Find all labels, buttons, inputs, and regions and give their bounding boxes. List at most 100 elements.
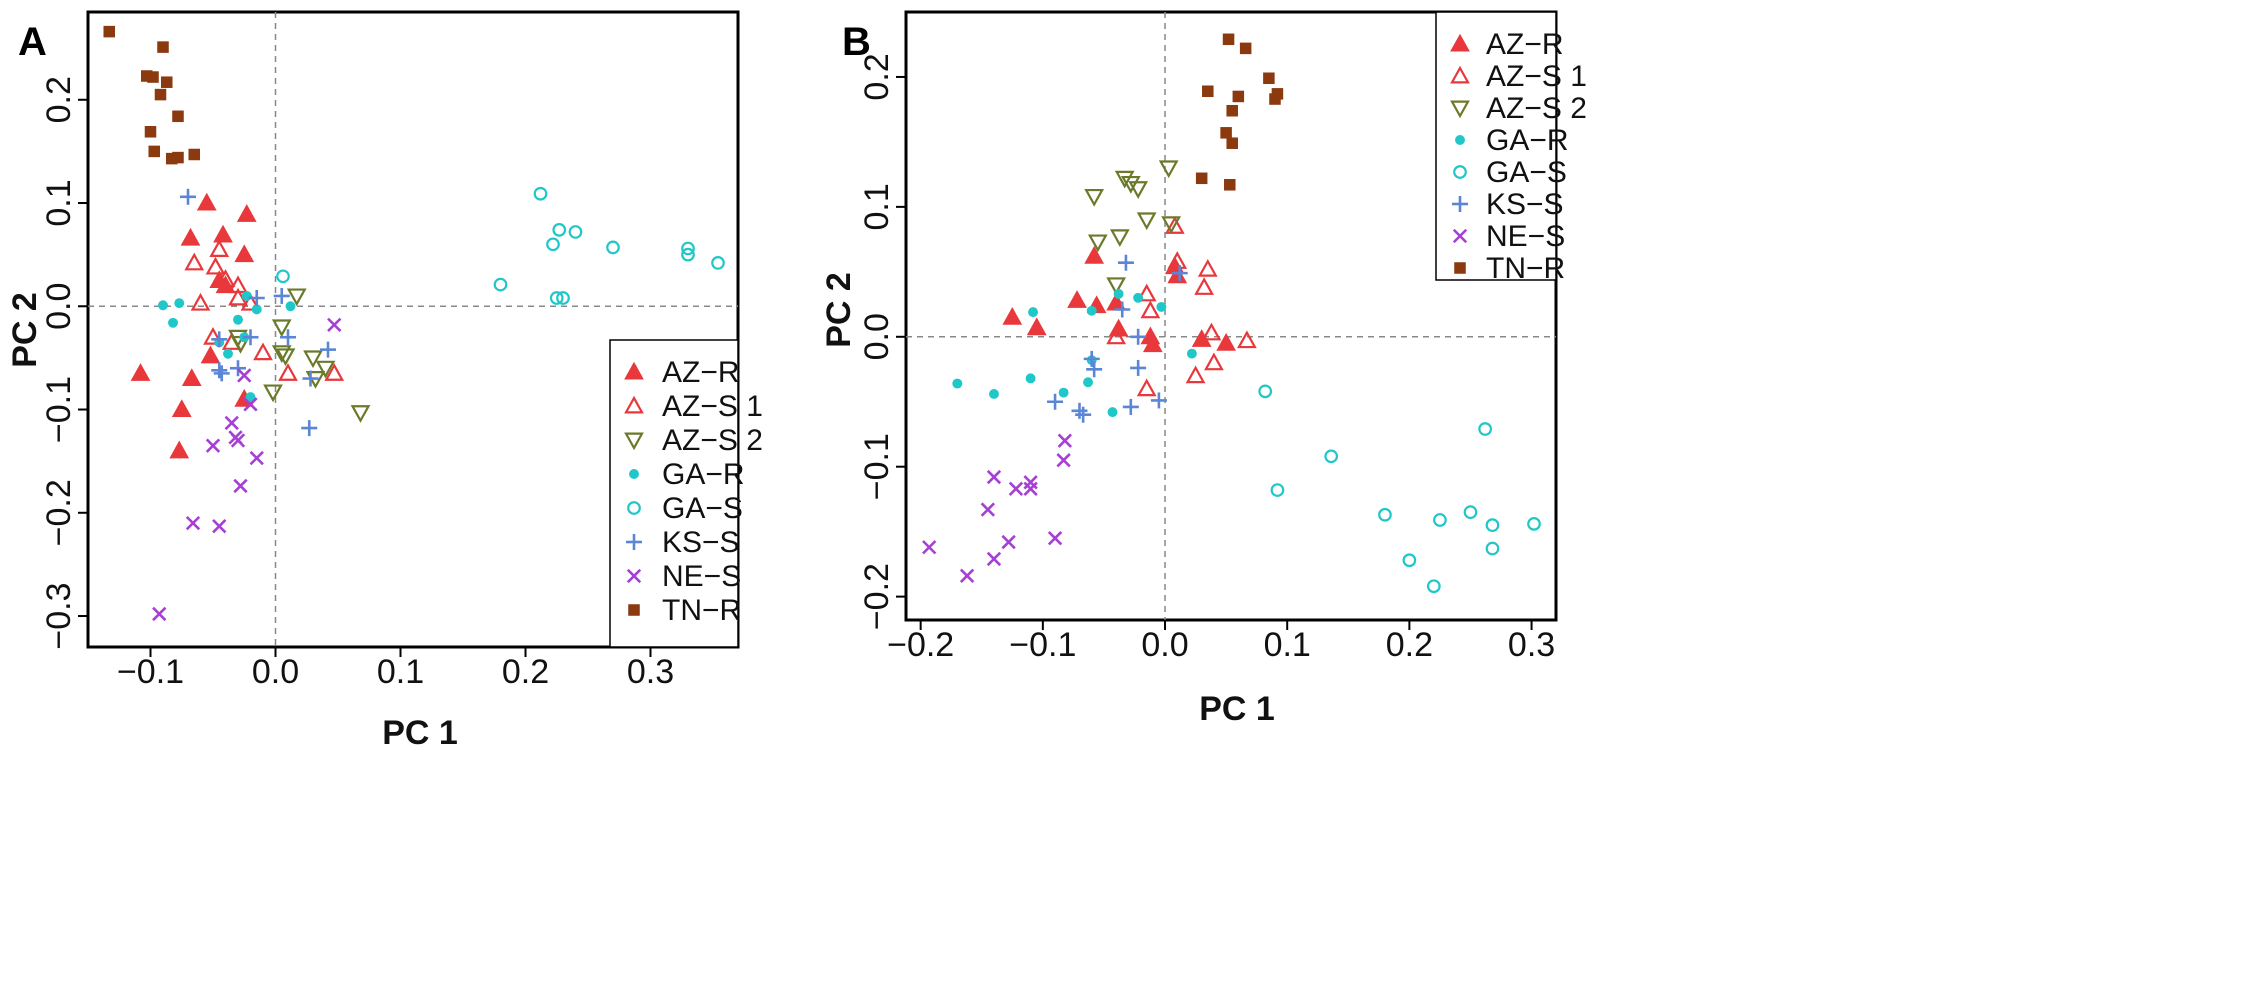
legend-label-ks-s: KS−S bbox=[1486, 188, 1564, 221]
point-ks-s bbox=[1047, 393, 1064, 410]
point-ga-r bbox=[1028, 307, 1039, 318]
point-tn-r bbox=[1220, 127, 1232, 139]
point-ga-s bbox=[1433, 513, 1447, 527]
x-tick-label: 0.1 bbox=[377, 653, 424, 691]
point-ga-s bbox=[1485, 541, 1500, 556]
point-ga-s bbox=[606, 240, 620, 255]
point-az-s1 bbox=[1201, 322, 1222, 341]
legend-label-az-r: AZ−R bbox=[662, 356, 740, 389]
point-az-s2 bbox=[1084, 188, 1105, 207]
point-ga-r bbox=[1156, 301, 1167, 312]
point-ne-s bbox=[237, 368, 252, 383]
point-tn-r bbox=[140, 70, 153, 82]
y-tick-label: 0.2 bbox=[40, 76, 78, 123]
legend-item-az-s2: AZ−S 2 bbox=[1450, 92, 1587, 125]
y-tick-label: −0.1 bbox=[40, 376, 78, 443]
point-ne-s bbox=[327, 317, 342, 333]
point-az-r bbox=[169, 440, 190, 459]
legend-item-ga-s: GA−S bbox=[1453, 156, 1567, 189]
point-az-s1 bbox=[324, 363, 345, 381]
x-tick-label: 0.3 bbox=[1508, 626, 1555, 664]
point-az-s2 bbox=[263, 384, 283, 403]
point-az-s2 bbox=[350, 405, 371, 423]
point-ne-s bbox=[249, 450, 264, 466]
point-ks-s bbox=[1130, 359, 1147, 376]
point-az-s1 bbox=[1164, 216, 1185, 234]
point-az-s1 bbox=[203, 326, 223, 345]
point-az-s2 bbox=[1114, 170, 1135, 189]
point-az-r bbox=[234, 244, 255, 263]
point-ks-s bbox=[273, 287, 290, 304]
point-ne-s bbox=[1023, 481, 1038, 496]
legend-label-ga-s: GA−S bbox=[1486, 156, 1567, 189]
point-ks-s bbox=[248, 290, 265, 307]
point-tn-r bbox=[103, 25, 116, 38]
point-ne-s bbox=[986, 551, 1002, 567]
y-tick-label: 0.0 bbox=[858, 313, 896, 360]
point-ga-r bbox=[174, 298, 185, 309]
point-az-s1 bbox=[1136, 378, 1157, 397]
point-ne-s bbox=[1001, 534, 1016, 550]
point-tn-r bbox=[1239, 42, 1252, 55]
point-tn-r bbox=[154, 88, 167, 101]
point-ne-s bbox=[1056, 453, 1071, 468]
legend-marker-az-s1 bbox=[1450, 65, 1470, 84]
legend-item-az-s2: AZ−S 2 bbox=[624, 424, 763, 457]
legend-marker-ks-s bbox=[1452, 196, 1468, 212]
point-az-s1 bbox=[209, 239, 230, 257]
point-az-r bbox=[1084, 245, 1105, 264]
point-ga-s bbox=[533, 186, 548, 201]
legend-item-ga-r: GA−R bbox=[629, 458, 745, 491]
point-ks-s bbox=[1114, 301, 1131, 318]
point-ks-s bbox=[1083, 350, 1100, 367]
y-tick-label: 0.2 bbox=[858, 53, 896, 100]
point-az-s1 bbox=[1185, 365, 1206, 384]
point-ne-s bbox=[233, 478, 248, 494]
point-az-r bbox=[200, 345, 221, 364]
point-ks-s bbox=[1117, 254, 1134, 271]
point-az-s2 bbox=[315, 360, 336, 379]
point-ga-r bbox=[1107, 407, 1118, 418]
legend-label-az-r: AZ−R bbox=[1486, 28, 1564, 61]
panel-a: A PC 1 PC 2 −0.1 0.0 0.1 0.2 0.3−0.3−0.2−0.1… bbox=[6, 10, 763, 752]
point-az-s2 bbox=[271, 345, 292, 363]
point-ne-s bbox=[212, 519, 227, 534]
legend-label-ga-r: GA−R bbox=[1486, 124, 1569, 157]
point-ga-r bbox=[158, 300, 168, 311]
point-ga-r bbox=[241, 290, 252, 301]
point-ks-s bbox=[1086, 361, 1103, 378]
point-az-s1 bbox=[215, 269, 236, 287]
point-ne-s bbox=[224, 415, 239, 431]
point-az-s2 bbox=[286, 288, 307, 307]
point-ga-s bbox=[681, 247, 695, 262]
legend-label-ga-s: GA−S bbox=[662, 492, 743, 525]
panel-b-points bbox=[922, 33, 1541, 594]
point-ne-s bbox=[152, 606, 167, 622]
y-tick-label: 0.0 bbox=[40, 283, 78, 330]
point-tn-r bbox=[188, 148, 201, 161]
point-az-r bbox=[213, 224, 233, 243]
point-ne-s bbox=[986, 469, 1002, 485]
legend-item-ks-s: KS−S bbox=[1452, 188, 1564, 221]
point-tn-r bbox=[1232, 90, 1245, 103]
point-ga-r bbox=[1133, 292, 1144, 303]
legend-marker-az-s2 bbox=[624, 432, 644, 451]
point-ga-s bbox=[681, 241, 695, 256]
point-tn-r bbox=[160, 76, 173, 88]
panel-b-y-axis-title: PC 2 bbox=[820, 272, 858, 348]
legend-marker-ga-s bbox=[1453, 165, 1467, 179]
point-ga-r bbox=[168, 317, 178, 328]
point-az-s1 bbox=[253, 342, 273, 361]
legend-marker-az-r bbox=[624, 361, 644, 380]
point-ga-s bbox=[493, 277, 508, 292]
panel-b-reference-lines bbox=[906, 12, 1556, 620]
point-ne-s bbox=[185, 515, 201, 531]
point-ga-s bbox=[568, 225, 583, 239]
y-tick-label: −0.3 bbox=[40, 582, 78, 649]
point-ga-s bbox=[1378, 507, 1392, 522]
panel-a-x-axis-title: PC 1 bbox=[382, 714, 458, 752]
point-ks-s bbox=[1150, 392, 1167, 409]
point-ga-r bbox=[285, 301, 296, 312]
legend-label-tn-r: TN−R bbox=[662, 594, 741, 627]
